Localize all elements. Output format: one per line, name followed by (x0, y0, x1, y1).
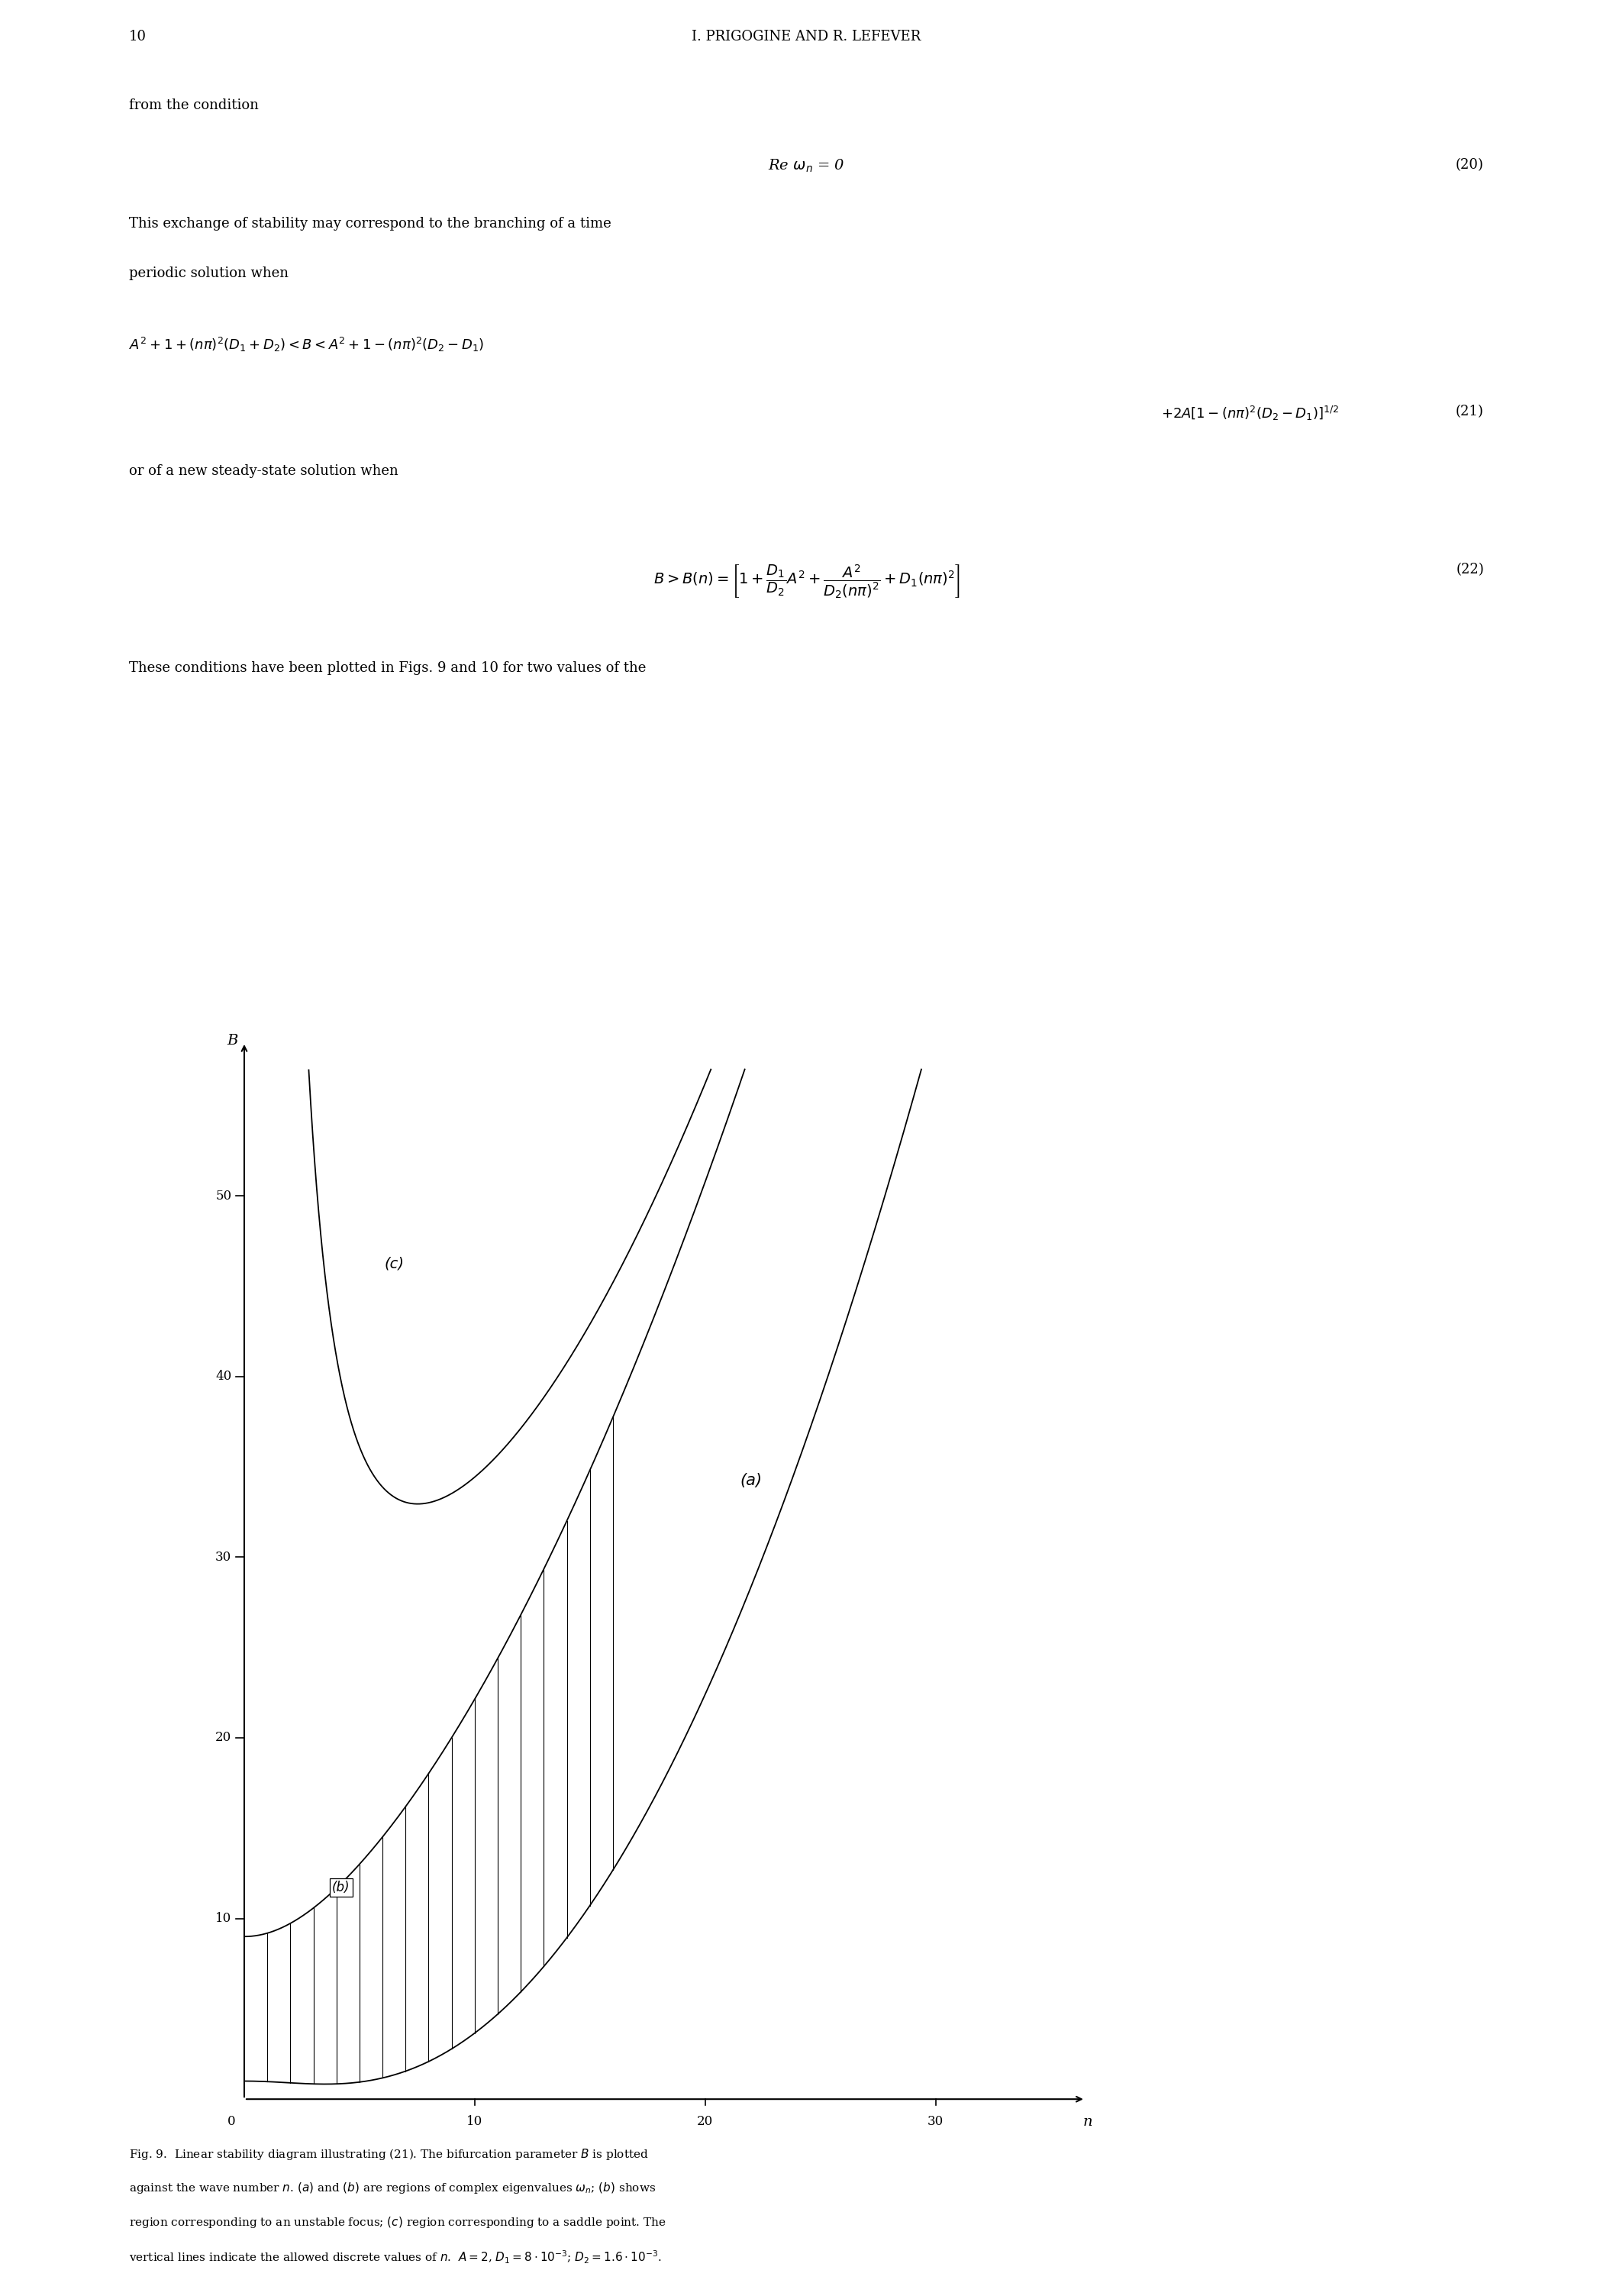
Text: 10: 10 (216, 1913, 232, 1924)
Text: $B > B(n) = \left[1+\dfrac{D_1}{D_2}A^2+\dfrac{A^2}{D_2(n\pi)^2}+D_1(n\pi)^2\rig: $B > B(n) = \left[1+\dfrac{D_1}{D_2}A^2+… (653, 563, 960, 599)
Text: $+2A[1-(n\pi)^2(D_2-D_1)]^{1/2}$: $+2A[1-(n\pi)^2(D_2-D_1)]^{1/2}$ (1161, 404, 1339, 422)
Text: (20): (20) (1457, 158, 1484, 172)
Text: 50: 50 (216, 1189, 232, 1203)
Text: 20: 20 (216, 1731, 232, 1745)
Text: 10: 10 (129, 30, 147, 44)
Text: against the wave number $n$. $(a)$ and $(b)$ are regions of complex eigenvalues : against the wave number $n$. $(a)$ and $… (129, 2181, 656, 2195)
Text: Fig. 9.  Linear stability diagram illustrating (21). The bifurcation parameter $: Fig. 9. Linear stability diagram illustr… (129, 2147, 648, 2161)
Text: 30: 30 (927, 2115, 944, 2128)
Text: n: n (1082, 2115, 1092, 2128)
Text: 40: 40 (216, 1371, 232, 1382)
Text: (a): (a) (740, 1472, 763, 1488)
Text: from the condition: from the condition (129, 99, 258, 113)
Text: Re $\omega_n$ = 0: Re $\omega_n$ = 0 (768, 158, 845, 174)
Text: These conditions have been plotted in Figs. 9 and 10 for two values of the: These conditions have been plotted in Fi… (129, 661, 647, 675)
Text: (22): (22) (1457, 563, 1484, 576)
Text: vertical lines indicate the allowed discrete values of $n$.  $A = 2$, $D_1 = 8 \: vertical lines indicate the allowed disc… (129, 2250, 661, 2266)
Text: region corresponding to an unstable focus; $(c)$ region corresponding to a saddl: region corresponding to an unstable focu… (129, 2216, 666, 2229)
Text: B: B (227, 1033, 239, 1047)
Text: 20: 20 (697, 2115, 713, 2128)
Text: (c): (c) (384, 1256, 403, 1272)
Text: (b): (b) (332, 1880, 350, 1894)
Text: $A^2+1+(n\pi)^2(D_1+D_2)<B<A^2+1-(n\pi)^2(D_2-D_1)$: $A^2+1+(n\pi)^2(D_1+D_2)<B<A^2+1-(n\pi)^… (129, 335, 484, 354)
Text: or of a new steady-state solution when: or of a new steady-state solution when (129, 464, 398, 478)
Text: 0: 0 (227, 2115, 235, 2128)
Text: periodic solution when: periodic solution when (129, 266, 289, 280)
Text: 10: 10 (466, 2115, 482, 2128)
Text: I. PRIGOGINE AND R. LEFEVER: I. PRIGOGINE AND R. LEFEVER (692, 30, 921, 44)
Text: This exchange of stability may correspond to the branching of a time: This exchange of stability may correspon… (129, 218, 611, 232)
Text: (21): (21) (1457, 404, 1484, 418)
Text: 30: 30 (216, 1550, 232, 1564)
